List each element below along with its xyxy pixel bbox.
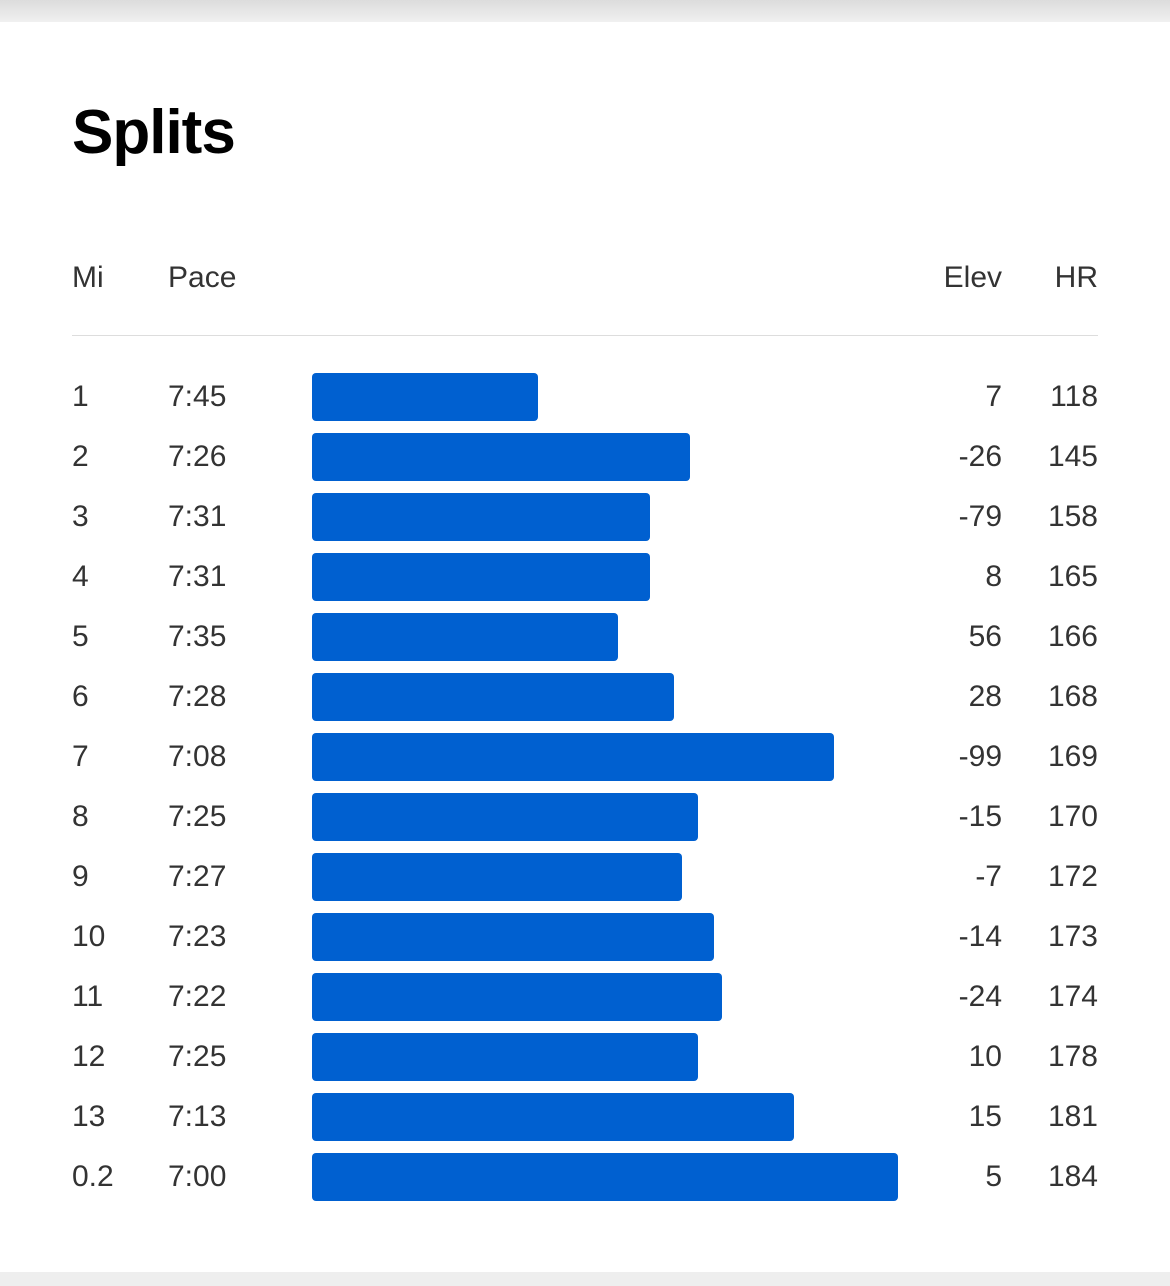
split-pace: 7:13 (168, 1100, 227, 1133)
split-elevation: -24 (958, 980, 1002, 1013)
table-row: 5 7:35 56 166 (72, 613, 1098, 673)
pace-bar (312, 913, 714, 961)
split-mile: 12 (72, 1040, 106, 1073)
split-pace: 7:00 (168, 1160, 227, 1193)
split-elevation: 8 (985, 560, 1002, 593)
table-row: 0.2 7:00 5 184 (72, 1153, 1098, 1213)
pace-bar (312, 853, 682, 901)
splits-table: 1 7:45 7 118 2 7:26 -26 145 3 7:31 -79 158 4 7:31 8 165… (72, 373, 1098, 1213)
split-heart-rate: 174 (1047, 980, 1098, 1013)
pace-bar (312, 1033, 698, 1081)
split-elevation: -26 (958, 440, 1002, 473)
table-row: 7 7:08 -99 169 (72, 733, 1098, 793)
split-pace: 7:31 (168, 500, 227, 533)
split-elevation: -7 (975, 860, 1002, 893)
split-mile: 8 (72, 800, 89, 833)
column-header-elev: Elev (943, 261, 1002, 294)
split-mile: 13 (72, 1100, 106, 1133)
split-elevation: 5 (985, 1160, 1002, 1193)
section-title: Splits (72, 98, 236, 167)
pace-bar (312, 1153, 898, 1201)
pace-bar (312, 793, 698, 841)
split-elevation: 28 (968, 680, 1002, 713)
split-heart-rate: 170 (1047, 800, 1098, 833)
table-row: 2 7:26 -26 145 (72, 433, 1098, 493)
split-mile: 10 (72, 920, 106, 953)
pace-bar (312, 433, 690, 481)
split-pace: 7:22 (168, 980, 227, 1013)
table-row: 1 7:45 7 118 (72, 373, 1098, 433)
pace-bar (312, 553, 650, 601)
column-header-hr: HR (1054, 261, 1098, 294)
split-pace: 7:25 (168, 800, 227, 833)
table-row: 6 7:28 28 168 (72, 673, 1098, 733)
pace-bar (312, 493, 650, 541)
split-mile: 1 (72, 380, 89, 413)
split-mile: 11 (72, 980, 104, 1013)
split-pace: 7:45 (168, 380, 227, 413)
split-pace: 7:28 (168, 680, 227, 713)
table-row: 3 7:31 -79 158 (72, 493, 1098, 553)
split-heart-rate: 184 (1047, 1160, 1098, 1193)
split-mile: 7 (72, 740, 89, 773)
column-header-pace: Pace (168, 261, 237, 294)
split-elevation: -79 (958, 500, 1002, 533)
pace-bar (312, 373, 538, 421)
split-mile: 4 (72, 560, 89, 593)
bottom-shadow (0, 1272, 1170, 1286)
split-heart-rate: 158 (1047, 500, 1098, 533)
split-elevation: -15 (958, 800, 1002, 833)
split-mile: 0.2 (72, 1160, 114, 1193)
split-elevation: 10 (968, 1040, 1002, 1073)
split-elevation: 7 (985, 380, 1002, 413)
split-mile: 9 (72, 860, 89, 893)
table-row: 4 7:31 8 165 (72, 553, 1098, 613)
split-mile: 6 (72, 680, 89, 713)
table-row: 9 7:27 -7 172 (72, 853, 1098, 913)
split-mile: 5 (72, 620, 89, 653)
split-elevation: 15 (968, 1100, 1002, 1133)
table-row: 12 7:25 10 178 (72, 1033, 1098, 1093)
split-pace: 7:35 (168, 620, 227, 653)
split-pace: 7:25 (168, 1040, 227, 1073)
pace-bar (312, 1093, 794, 1141)
split-pace: 7:27 (168, 860, 227, 893)
split-elevation: -14 (958, 920, 1002, 953)
splits-header-row: Mi Pace Elev HR (72, 258, 1098, 298)
pace-bar (312, 733, 834, 781)
split-pace: 7:26 (168, 440, 227, 473)
column-header-mi: Mi (72, 261, 104, 294)
pace-bar (312, 973, 722, 1021)
split-elevation: 56 (968, 620, 1002, 653)
split-mile: 3 (72, 500, 89, 533)
table-row: 10 7:23 -14 173 (72, 913, 1098, 973)
split-heart-rate: 173 (1047, 920, 1098, 953)
split-heart-rate: 181 (1047, 1100, 1098, 1133)
split-pace: 7:31 (168, 560, 227, 593)
table-row: 8 7:25 -15 170 (72, 793, 1098, 853)
pace-bar (312, 673, 674, 721)
split-heart-rate: 145 (1047, 440, 1098, 473)
split-heart-rate: 178 (1047, 1040, 1098, 1073)
split-heart-rate: 118 (1050, 380, 1098, 413)
split-heart-rate: 166 (1047, 620, 1098, 653)
split-elevation: -99 (958, 740, 1002, 773)
split-pace: 7:23 (168, 920, 227, 953)
header-divider (72, 335, 1098, 336)
split-heart-rate: 165 (1047, 560, 1098, 593)
top-shadow (0, 0, 1170, 22)
splits-card: Splits Mi Pace Elev HR 1 7:45 7 118 2 7:26 -26… (0, 22, 1170, 1272)
split-heart-rate: 168 (1047, 680, 1098, 713)
split-heart-rate: 172 (1047, 860, 1098, 893)
table-row: 11 7:22 -24 174 (72, 973, 1098, 1033)
split-pace: 7:08 (168, 740, 227, 773)
split-mile: 2 (72, 440, 89, 473)
split-heart-rate: 169 (1047, 740, 1098, 773)
table-row: 13 7:13 15 181 (72, 1093, 1098, 1153)
pace-bar (312, 613, 618, 661)
